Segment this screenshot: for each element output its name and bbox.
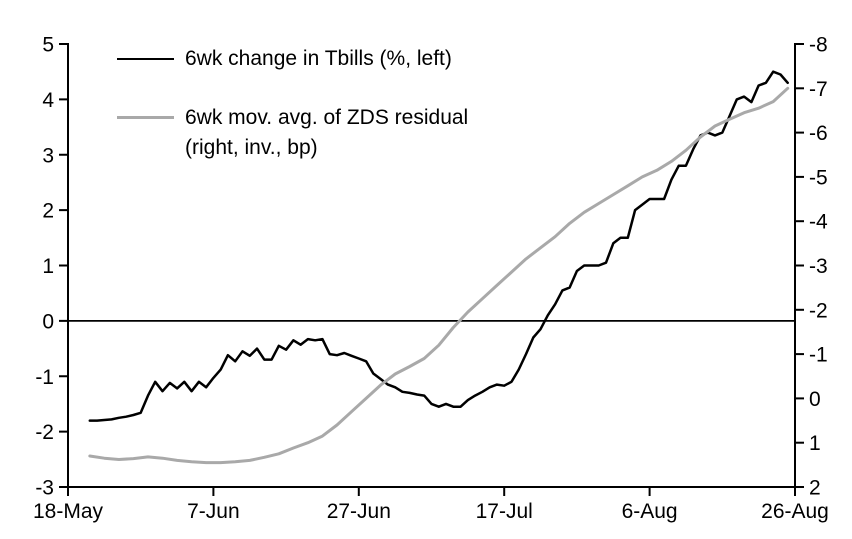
right-axis-tick-label: -6	[809, 122, 828, 145]
right-axis-tick-label: 2	[809, 477, 821, 500]
legend-label-zds-line1: 6wk mov. avg. of ZDS residual	[185, 106, 469, 129]
zds-line-swatch	[117, 116, 174, 119]
legend: 6wk change in Tbills (%, left) 6wk mov. …	[117, 44, 468, 163]
left-axis-tick-label: -1	[35, 366, 54, 389]
right-axis-tick-label: -2	[809, 299, 828, 322]
series-line-zds-residual	[88, 86, 790, 465]
right-axis-tick-label: -1	[809, 344, 828, 367]
x-axis-tick-label: 27-Jun	[327, 500, 391, 523]
series-line-tbills	[88, 70, 789, 422]
right-axis-tick-label: -5	[809, 166, 828, 189]
right-axis-tick-label: -4	[809, 211, 828, 234]
left-axis-tick-label: 1	[42, 255, 54, 278]
left-axis-tick-label: 0	[42, 310, 54, 333]
left-axis-tick-label: 3	[42, 144, 54, 167]
left-axis-tick-label: 5	[42, 34, 54, 57]
x-axis-tick-label: 7-Jun	[187, 500, 240, 523]
x-axis-tick-label: 6-Aug	[622, 500, 678, 523]
tbills-line-swatch	[117, 57, 174, 61]
right-axis-tick-label: -8	[809, 34, 828, 57]
left-axis-tick-label: 4	[42, 89, 54, 112]
right-axis-tick-label: -3	[809, 255, 828, 278]
legend-label-zds-line2: (right, inv., bp)	[185, 136, 318, 159]
legend-label-zds: 6wk mov. avg. of ZDS residual (right, in…	[185, 103, 468, 163]
x-axis-tick-label: 26-Aug	[761, 500, 829, 523]
right-axis-tick-label: 0	[809, 388, 821, 411]
legend-label-tbills: 6wk change in Tbills (%, left)	[185, 47, 452, 70]
right-axis-tick-label: 1	[809, 432, 821, 455]
left-axis-tick-label: -2	[35, 421, 54, 444]
legend-item-zds: 6wk mov. avg. of ZDS residual (right, in…	[117, 103, 468, 163]
left-axis-tick-label: 2	[42, 200, 54, 223]
left-axis-tick-label: -3	[35, 477, 54, 500]
x-axis-tick-label: 17-Jul	[476, 500, 533, 523]
right-axis-tick-label: -7	[809, 78, 828, 101]
x-axis-tick-label: 18-May	[33, 500, 104, 523]
legend-item-tbills: 6wk change in Tbills (%, left)	[117, 44, 468, 74]
